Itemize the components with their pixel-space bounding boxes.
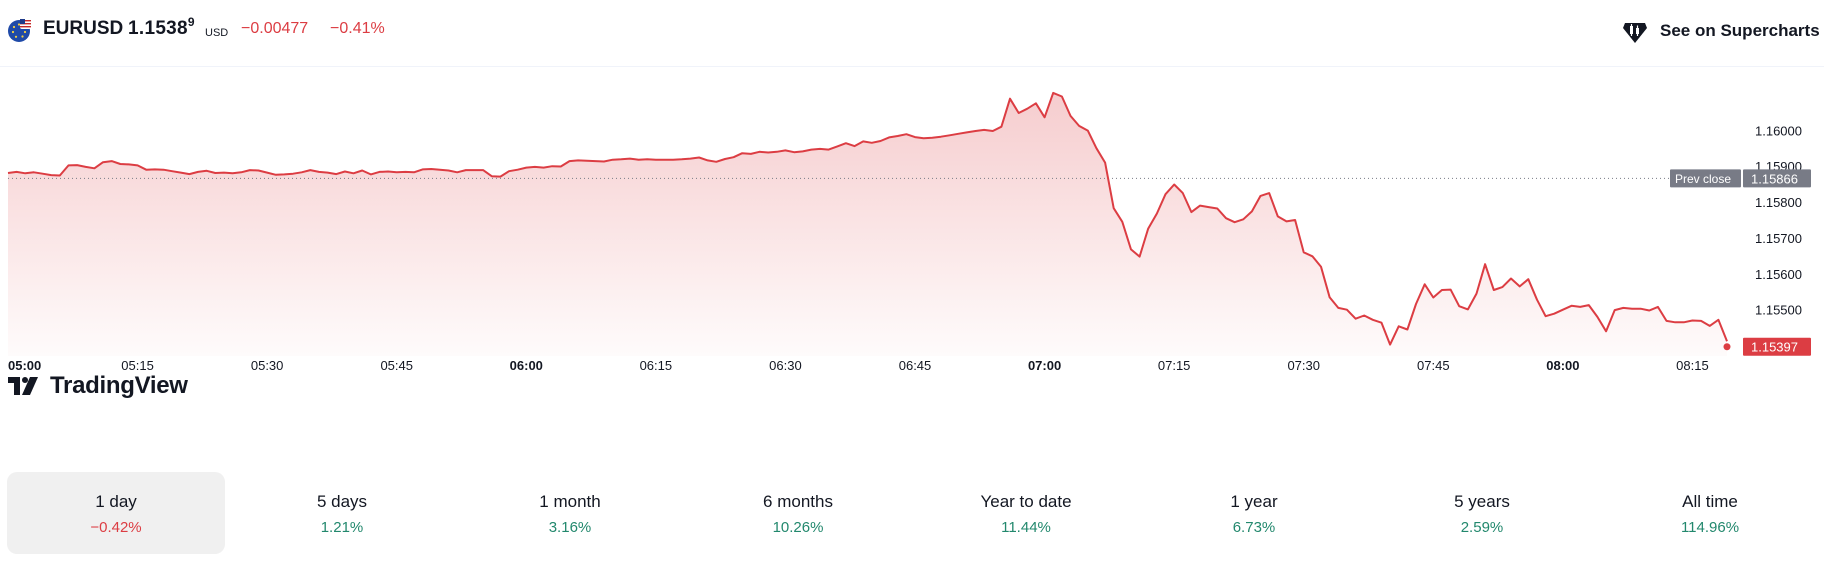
x-tick-label: 06:30 xyxy=(769,358,802,373)
period-change: 11.44% xyxy=(1001,519,1051,536)
currency-label: USD xyxy=(205,27,229,39)
x-tick-label: 05:00 xyxy=(8,358,41,373)
period-change: 114.96% xyxy=(1680,519,1740,536)
x-tick-label: 07:00 xyxy=(1028,358,1061,373)
x-tick-label: 08:00 xyxy=(1546,358,1579,373)
prev-close-value-bg xyxy=(1743,169,1811,188)
period-change: 1.21% xyxy=(320,519,364,536)
period-change: 10.26% xyxy=(772,519,824,536)
period-tab-6-months[interactable]: 6 months 10.26% xyxy=(689,472,907,554)
price-superscript: 9 xyxy=(187,15,195,29)
last-price-value: 1.15397 xyxy=(1751,340,1798,355)
see-on-supercharts-link[interactable]: See on Supercharts xyxy=(1620,14,1820,48)
tradingview-logo-text: TradingView xyxy=(50,372,188,399)
x-tick-label: 08:15 xyxy=(1676,358,1709,373)
y-tick-label: 1.16000 xyxy=(1755,123,1802,138)
price-axis[interactable]: 1.160001.159001.158001.157001.156001.155… xyxy=(1755,123,1802,317)
price-line xyxy=(7,91,1728,346)
x-tick-label: 05:30 xyxy=(251,358,284,373)
period-label: 1 day xyxy=(95,492,137,511)
prev-close-badge: Prev close 1.15866 xyxy=(1670,169,1811,188)
period-tab-1-year[interactable]: 1 year 6.73% xyxy=(1145,472,1363,554)
current-price: 1.15389 xyxy=(128,15,195,40)
period-label: 5 years xyxy=(1454,492,1510,511)
symbol-header: EURUSD 1.15389 USD −0.00477 −0.41% See o… xyxy=(0,0,1824,67)
period-change: 6.73% xyxy=(1232,519,1276,536)
y-tick-label: 1.15800 xyxy=(1755,195,1802,210)
prev-close-label: Prev close xyxy=(1675,172,1731,186)
period-label: All time xyxy=(1682,492,1738,511)
prev-close-label-bg xyxy=(1670,169,1741,188)
price-main: 1.1538 xyxy=(128,18,188,39)
period-label: 5 days xyxy=(316,492,368,511)
period-tab-year-to-date[interactable]: Year to date 11.44% xyxy=(917,472,1135,554)
period-tab-5-days[interactable]: 5 days 1.21% xyxy=(233,472,451,554)
eu-us-flag-icon xyxy=(8,19,31,42)
y-tick-label: 1.15700 xyxy=(1755,231,1802,246)
time-axis[interactable]: 05:00 05:15 05:30 05:45 06:00 06:15 06:30 06:45… xyxy=(8,358,1709,373)
x-tick-label: 06:00 xyxy=(510,358,543,373)
period-change: −0.42% xyxy=(90,519,142,536)
symbol-name[interactable]: EURUSD xyxy=(43,18,124,39)
period-label: Year to date xyxy=(980,492,1072,511)
last-price-badge-bg xyxy=(1743,337,1811,356)
prev-close-value: 1.15866 xyxy=(1751,171,1798,186)
price-chart[interactable]: 1.160001.159001.158001.157001.156001.155… xyxy=(0,66,1824,466)
supercharts-label: See on Supercharts xyxy=(1660,21,1820,40)
y-tick-label: 1.15600 xyxy=(1755,267,1802,282)
last-price-badge: 1.15397 xyxy=(1743,337,1811,356)
period-change: 3.16% xyxy=(548,519,592,536)
x-tick-label: 05:45 xyxy=(380,358,413,373)
period-label: 1 year xyxy=(1230,492,1278,511)
period-tab-1-day[interactable]: 1 day −0.42% xyxy=(7,472,225,554)
period-change: 2.59% xyxy=(1460,519,1504,536)
tradingview-logo[interactable]: TradingView xyxy=(8,372,188,400)
x-tick-label: 07:15 xyxy=(1158,358,1191,373)
x-tick-label: 06:15 xyxy=(640,358,673,373)
tradingview-logo-icon xyxy=(8,377,38,395)
performance-periods: 1 day −0.42% 5 days 1.21% 1 month 3.16% 6 mont… xyxy=(0,470,1824,562)
period-tab-all-time[interactable]: All time 114.96% xyxy=(1601,472,1819,554)
period-tab-1-month[interactable]: 1 month 3.16% xyxy=(461,472,679,554)
period-label: 1 month xyxy=(539,492,601,511)
price-area-fill xyxy=(8,92,1727,357)
period-label: 6 months xyxy=(763,492,833,511)
y-tick-label: 1.15500 xyxy=(1755,303,1802,318)
x-tick-label: 07:30 xyxy=(1287,358,1320,373)
period-tab-5-years[interactable]: 5 years 2.59% xyxy=(1373,472,1591,554)
supercharts-icon xyxy=(1623,23,1647,43)
x-tick-label: 06:45 xyxy=(899,358,932,373)
price-change-percent: −0.41% xyxy=(330,20,385,37)
last-price-dot xyxy=(1723,343,1731,351)
price-change: −0.00477 xyxy=(241,20,309,37)
x-tick-label: 07:45 xyxy=(1417,358,1450,373)
x-tick-label: 05:15 xyxy=(121,358,154,373)
